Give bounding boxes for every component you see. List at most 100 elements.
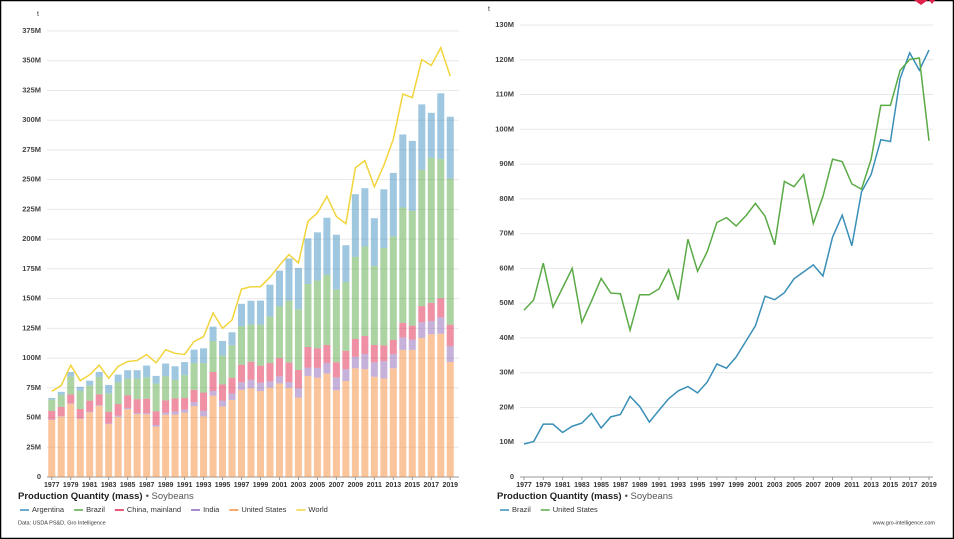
bar-segment [181, 375, 189, 399]
bar-segment [114, 404, 122, 416]
bar-segment [228, 345, 236, 378]
bar-segment [342, 369, 350, 382]
bar-segment [105, 424, 113, 477]
x-tick-label: 1993 [670, 482, 686, 489]
bar-segment [323, 274, 331, 345]
bar-segment [143, 413, 151, 415]
y-tick-label: 275M [22, 145, 41, 154]
bar-segment [219, 340, 227, 356]
y-tick-label: 150M [22, 294, 41, 303]
y-tick-label: 60M [499, 263, 514, 272]
bar-segment [380, 345, 388, 362]
bar-segment [389, 368, 397, 477]
bar-segment [219, 406, 227, 477]
bar-segment [133, 413, 141, 415]
bar-segment [228, 399, 236, 477]
y-tick-label: 130M [495, 20, 514, 29]
x-tick-label: 2001 [748, 482, 764, 489]
bar-segment [389, 339, 397, 355]
bar-segment [133, 378, 141, 400]
x-tick-label: 1997 [709, 482, 725, 489]
y-tick-label: 0 [510, 472, 514, 481]
x-tick-label: 1977 [44, 482, 60, 489]
bar-segment [190, 363, 198, 390]
bar-segment [105, 393, 113, 412]
bar-segment [285, 382, 293, 388]
title-main: Production Quantity (mass) [497, 491, 622, 502]
bar-segment [266, 363, 274, 382]
bar-segment [247, 388, 255, 477]
y-unit: t [37, 11, 39, 18]
bar-segment [351, 356, 359, 369]
bar-segment [427, 157, 435, 303]
chart-title: Production Quantity (mass) • Soybeans [497, 491, 673, 502]
x-tick-label: 1983 [101, 482, 117, 489]
bar-segment [399, 322, 407, 338]
bar-segment [152, 411, 160, 426]
y-tick-label: 50M [26, 413, 41, 422]
bar-segment [266, 387, 274, 477]
bar-segment [67, 376, 75, 395]
bar-segment [200, 416, 208, 477]
y-tick-label: 225M [22, 204, 41, 213]
bar-segment [370, 362, 378, 377]
bar-segment [162, 414, 170, 477]
bar-segment [266, 316, 274, 364]
y-tick-label: 350M [22, 56, 41, 65]
bar-segment [389, 236, 397, 340]
bar-segment [323, 362, 331, 374]
bar-segment [399, 207, 407, 323]
bar-segment [57, 406, 65, 416]
bar-segment [427, 302, 435, 322]
bar-segment [275, 358, 283, 377]
bar-segment [275, 270, 283, 307]
bar-segment [437, 159, 445, 299]
x-tick-label: 2011 [367, 482, 382, 489]
bar-segment [304, 238, 312, 284]
y-tick-label: 50M [499, 298, 514, 307]
y-tick-label: 100M [22, 353, 41, 362]
bar-segment [105, 411, 113, 424]
x-tick-label: 1983 [574, 482, 590, 489]
x-tick-label: 1991 [177, 482, 193, 489]
bar-segment [181, 409, 189, 413]
x-tick-label: 1991 [651, 482, 667, 489]
bar-segment [143, 398, 151, 414]
bar-segment [313, 367, 321, 378]
bar-segment [114, 382, 122, 405]
y-tick-label: 90M [499, 159, 514, 168]
bar-segment [48, 410, 56, 420]
bar-segment [361, 354, 369, 370]
bar-segment [342, 245, 350, 283]
bar-segment [361, 336, 369, 355]
bar-segment [124, 407, 132, 410]
bar-segment [67, 403, 75, 477]
bar-segment [351, 368, 359, 477]
bar-segment [304, 347, 312, 368]
bar-segment [238, 326, 246, 365]
x-tick-label: 1981 [82, 482, 98, 489]
x-tick-label: 1989 [158, 482, 174, 489]
bar-segment [313, 377, 321, 477]
bar-segment [57, 391, 65, 395]
bar-segment [190, 389, 198, 403]
bar-segment [238, 364, 246, 383]
bar-segment [124, 370, 132, 379]
bar-segment [323, 344, 331, 363]
bar-segment [105, 384, 113, 394]
bar-segment [181, 362, 189, 376]
bar-segment [380, 189, 388, 248]
bar-segment [143, 365, 151, 378]
bar-segment [105, 423, 113, 425]
bar-segment [285, 258, 293, 301]
bar-segment [285, 300, 293, 363]
legend-label: World [308, 505, 327, 514]
bar-segment [446, 324, 454, 347]
bar-segment [133, 414, 141, 477]
x-tick-label: 1987 [139, 482, 155, 489]
bar-segment [351, 194, 359, 257]
bar-segment [76, 386, 84, 391]
x-tick-label: 2009 [348, 482, 364, 489]
x-tick-label: 2005 [310, 482, 326, 489]
bar-segment [266, 284, 274, 317]
